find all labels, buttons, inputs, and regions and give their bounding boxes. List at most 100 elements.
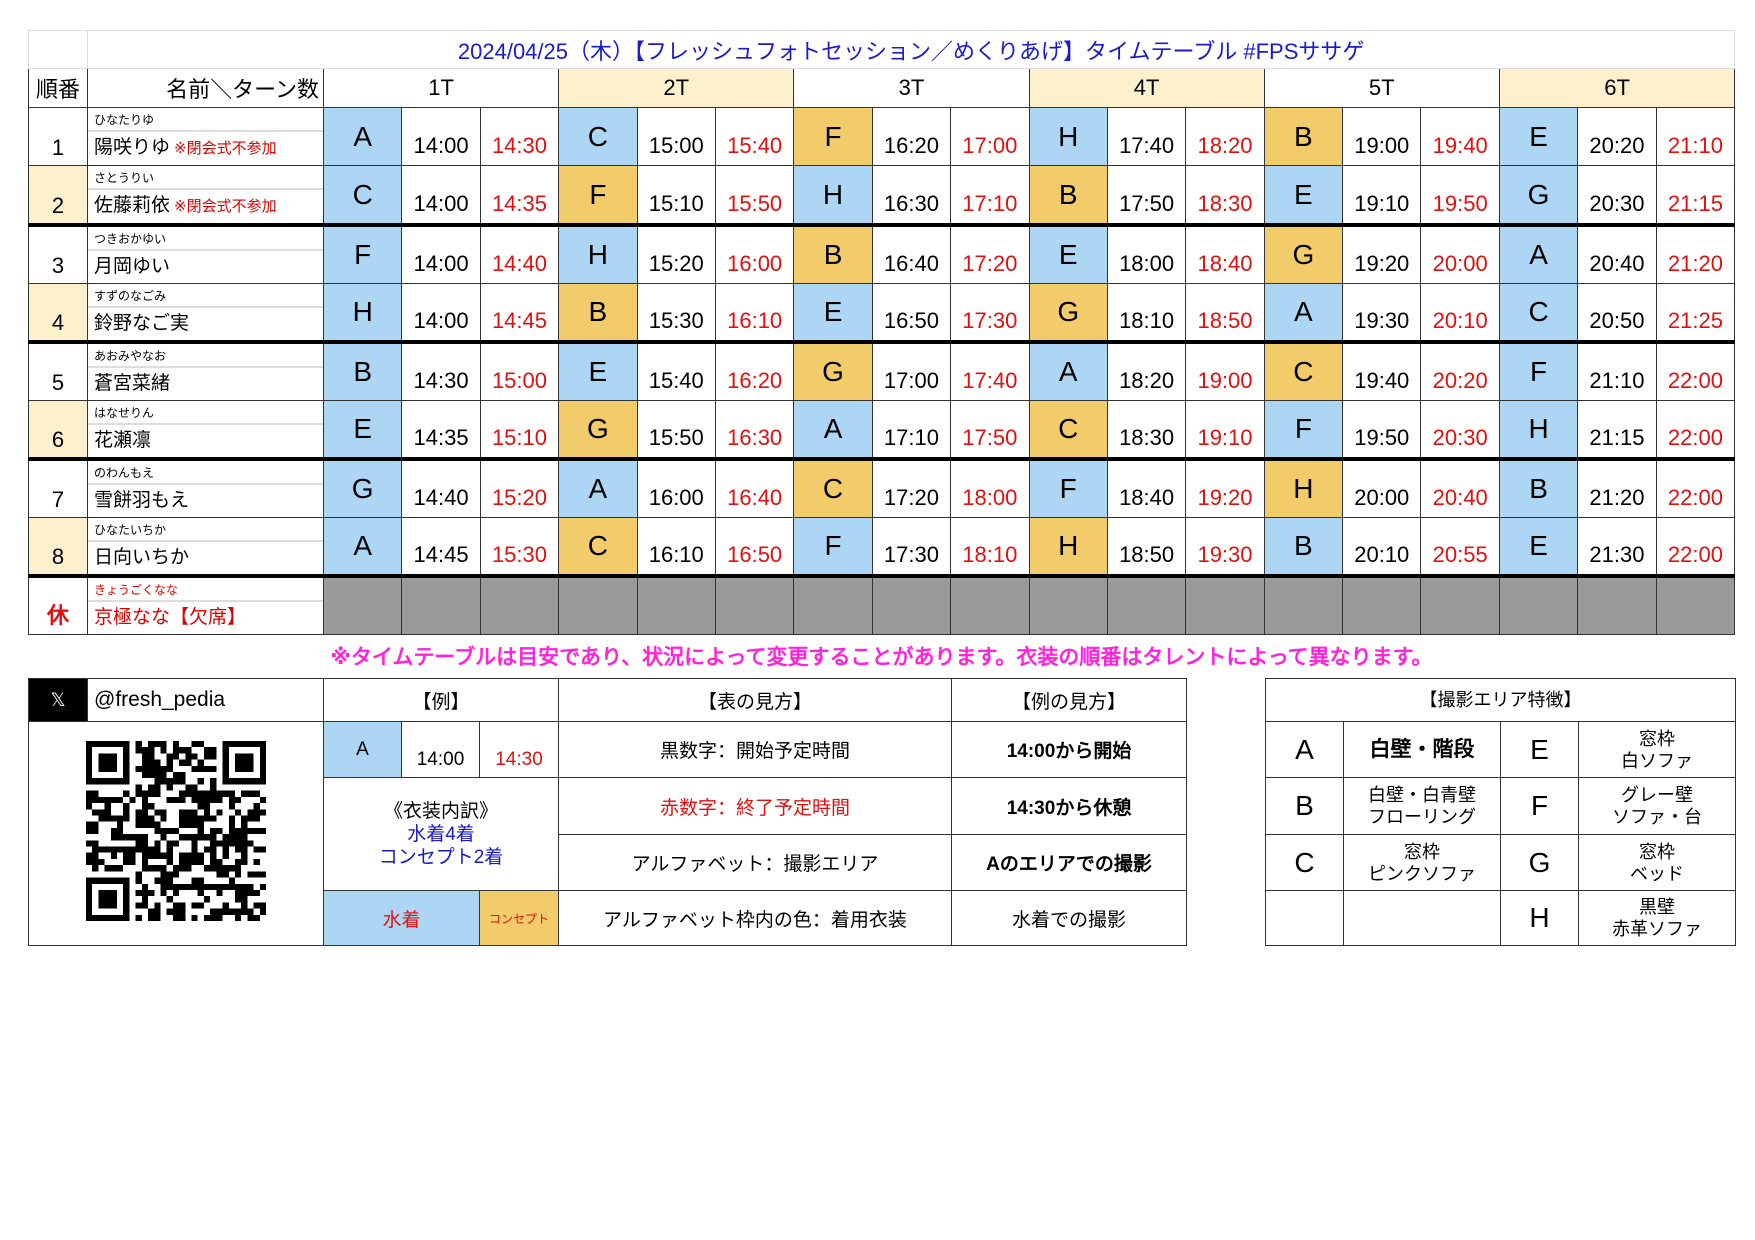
area-cell: F <box>793 107 873 166</box>
end-time: 14:30 <box>479 107 560 166</box>
start-time: 17:10 <box>871 400 952 461</box>
start-time: 17:20 <box>871 458 952 518</box>
start-time: 21:20 <box>1577 458 1657 518</box>
qr-code[interactable] <box>86 740 266 921</box>
table-row: 4 すずのなごみ 鈴野なご実 H 14:00 14:45 B 15:30 16:10 E 16:50… <box>28 283 1736 344</box>
end-time: 16:00 <box>714 224 795 284</box>
area-cell: H <box>1498 400 1579 461</box>
area-cell: H <box>1028 107 1108 166</box>
start-time: 21:10 <box>1577 341 1657 401</box>
name-kana: すずのなごみ <box>88 284 323 308</box>
talent-name: 月岡ゆい <box>94 256 171 277</box>
start-time: 14:45 <box>401 517 481 578</box>
end-time: 20:40 <box>1420 458 1500 518</box>
area-cell: C <box>558 107 638 166</box>
end-time: 17:20 <box>950 224 1030 284</box>
rest-cell <box>1498 575 1579 635</box>
row-order: 3 <box>28 224 88 284</box>
area-cell: E <box>1028 224 1108 284</box>
header-order: 順番 <box>28 68 88 108</box>
area-cell: E <box>1263 165 1344 227</box>
table-row: 5 あおみやなお 蒼宮菜緒 B 14:30 15:00 E 15:40 16:20 G 17:00 1… <box>28 341 1736 401</box>
area-cell: E <box>322 400 403 461</box>
end-time: 22:00 <box>1655 341 1736 401</box>
name-kana: ひなたいちか <box>88 518 323 542</box>
end-time: 18:30 <box>1185 165 1265 227</box>
area-cell: C <box>793 458 873 518</box>
area-letter: B <box>1265 777 1344 835</box>
end-time: 18:40 <box>1185 224 1265 284</box>
rest-cell <box>950 575 1030 635</box>
start-time: 20:10 <box>1342 517 1422 578</box>
area-cell: H <box>322 283 403 344</box>
area-letter: E <box>1500 721 1579 778</box>
rest-cell <box>322 575 403 635</box>
area-cell: G <box>322 458 403 518</box>
empty-cell <box>1343 890 1501 946</box>
end-time: 20:20 <box>1420 341 1500 401</box>
start-time: 15:20 <box>636 224 716 284</box>
area-cell: H <box>793 165 873 227</box>
how-table-3: アルファベット：撮影エリア <box>558 834 953 891</box>
end-time: 21:20 <box>1655 224 1736 284</box>
end-time: 17:00 <box>950 107 1030 166</box>
talent-name: 日向いちか <box>94 547 190 568</box>
rest-cell <box>401 575 481 635</box>
example-end: 14:30 <box>478 721 560 778</box>
area-cell: A <box>558 458 638 518</box>
name-cell: きょうごくなな 京極なな【欠席】 <box>87 575 324 635</box>
area-cell: H <box>1263 458 1344 518</box>
start-time: 17:50 <box>1106 165 1187 227</box>
closing-note: ※閉会式不参加 <box>174 198 277 215</box>
rest-cell <box>1263 575 1344 635</box>
area-desc: 白壁・階段 <box>1343 721 1501 778</box>
name-line: 日向いちか <box>89 542 323 572</box>
area-cell: F <box>793 517 873 578</box>
area-cell: B <box>322 341 403 401</box>
end-time: 16:50 <box>714 517 795 578</box>
end-time: 15:40 <box>714 107 795 166</box>
start-time: 15:50 <box>636 400 716 461</box>
start-time: 20:50 <box>1577 283 1657 344</box>
start-time: 15:40 <box>636 341 716 401</box>
talent-name: 佐藤莉依 <box>94 195 171 216</box>
x-handle-link[interactable]: @fresh_pedia <box>87 678 324 722</box>
name-cell: ひなたりゆ 陽咲りゆ ※閉会式不参加 <box>87 107 324 166</box>
rest-cell <box>793 575 873 635</box>
start-time: 20:20 <box>1577 107 1657 166</box>
rest-cell <box>1185 575 1265 635</box>
how-example-4: 水着での撮影 <box>951 890 1188 946</box>
end-time: 19:40 <box>1420 107 1500 166</box>
end-time: 15:00 <box>479 341 560 401</box>
end-time: 18:00 <box>950 458 1030 518</box>
end-time: 22:00 <box>1655 517 1736 578</box>
start-time: 14:35 <box>401 400 481 461</box>
area-cell: E <box>558 341 638 401</box>
start-time: 18:40 <box>1106 458 1187 518</box>
rest-cell <box>1028 575 1108 635</box>
end-time: 17:50 <box>950 400 1030 461</box>
end-time: 17:40 <box>950 341 1030 401</box>
rest-cell <box>479 575 560 635</box>
area-desc: 黒壁 赤革ソファ <box>1578 890 1736 946</box>
how-example-1: 14:00から開始 <box>951 721 1188 778</box>
rest-mark: 休 <box>28 575 88 635</box>
start-time: 16:10 <box>636 517 716 578</box>
concept-legend: コンセプト <box>478 890 560 946</box>
start-time: 20:40 <box>1577 224 1657 284</box>
area-cell: C <box>1028 400 1108 461</box>
end-time: 21:10 <box>1655 107 1736 166</box>
how-table-2: 赤数字：終了予定時間 <box>558 777 953 835</box>
talent-name: 鈴野なご実 <box>94 313 190 334</box>
area-desc: 白壁・白青壁 フローリング <box>1343 777 1501 835</box>
start-time: 19:30 <box>1342 283 1422 344</box>
header-turn-5: 5T <box>1263 68 1500 108</box>
talent-name: 京極なな【欠席】 <box>94 607 247 628</box>
end-time: 21:25 <box>1655 283 1736 344</box>
end-time: 15:20 <box>479 458 560 518</box>
name-kana: はなせりん <box>88 401 323 425</box>
name-line: 佐藤莉依 ※閉会式不参加 <box>89 190 323 221</box>
area-cell: G <box>1028 283 1108 344</box>
table-row: 7 のわんもえ 雪餅羽もえ G 14:40 15:20 A 16:00 16:40 C 17:20 1… <box>28 458 1736 518</box>
name-line: 月岡ゆい <box>89 251 323 283</box>
